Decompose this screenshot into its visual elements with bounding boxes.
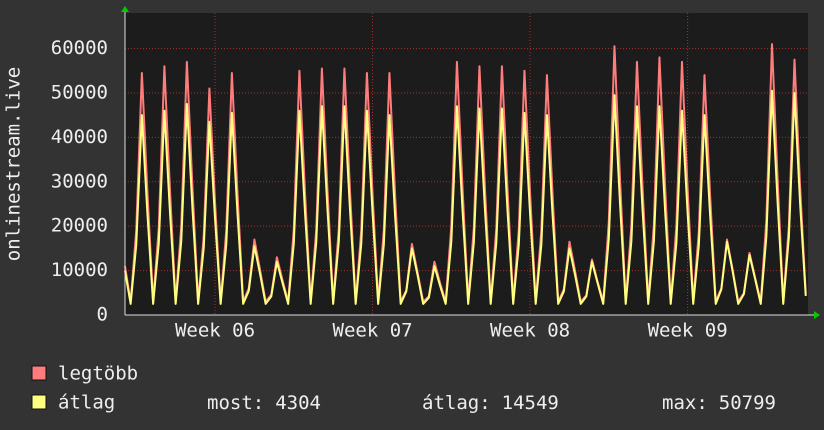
y-tick-label: 20000 bbox=[51, 215, 108, 237]
axis-arrow bbox=[814, 311, 820, 319]
y-tick-label: 30000 bbox=[51, 170, 108, 192]
legend-swatch bbox=[31, 365, 47, 381]
stat-value: 50799 bbox=[719, 392, 776, 414]
legend-label: átlag bbox=[58, 392, 115, 414]
x-tick-label: Week 06 bbox=[175, 320, 255, 342]
stat-label: átlag: bbox=[422, 392, 491, 414]
y-tick-label: 50000 bbox=[51, 81, 108, 103]
stat: átlag: 14549 bbox=[422, 392, 559, 414]
stat-label: max: bbox=[662, 392, 708, 414]
legend: legtöbb átlag most: 4304 átlag: 14549 max: 5079… bbox=[31, 363, 776, 414]
grid bbox=[125, 13, 808, 316]
x-tick-label: Week 09 bbox=[648, 320, 728, 342]
y-tick-label: 10000 bbox=[51, 259, 108, 281]
y-axis-label: onlinestream.live bbox=[3, 67, 25, 261]
stat-value: 14549 bbox=[502, 392, 559, 414]
lines bbox=[124, 43, 807, 305]
x-tick-label: Week 07 bbox=[333, 320, 413, 342]
series-line bbox=[124, 89, 807, 305]
stat-label: most: bbox=[207, 392, 264, 414]
legend-label: legtöbb bbox=[58, 363, 138, 385]
stat: most: 4304 bbox=[207, 392, 321, 414]
y-tick-label: 60000 bbox=[51, 37, 108, 59]
axis-arrow bbox=[121, 6, 129, 12]
legend-swatch bbox=[31, 394, 47, 410]
x-tick-label: Week 08 bbox=[490, 320, 570, 342]
y-tick-label: 0 bbox=[97, 304, 108, 326]
y-tick-label: 40000 bbox=[51, 126, 108, 148]
stat: max: 50799 bbox=[662, 392, 776, 414]
stat-value: 4304 bbox=[275, 392, 321, 414]
